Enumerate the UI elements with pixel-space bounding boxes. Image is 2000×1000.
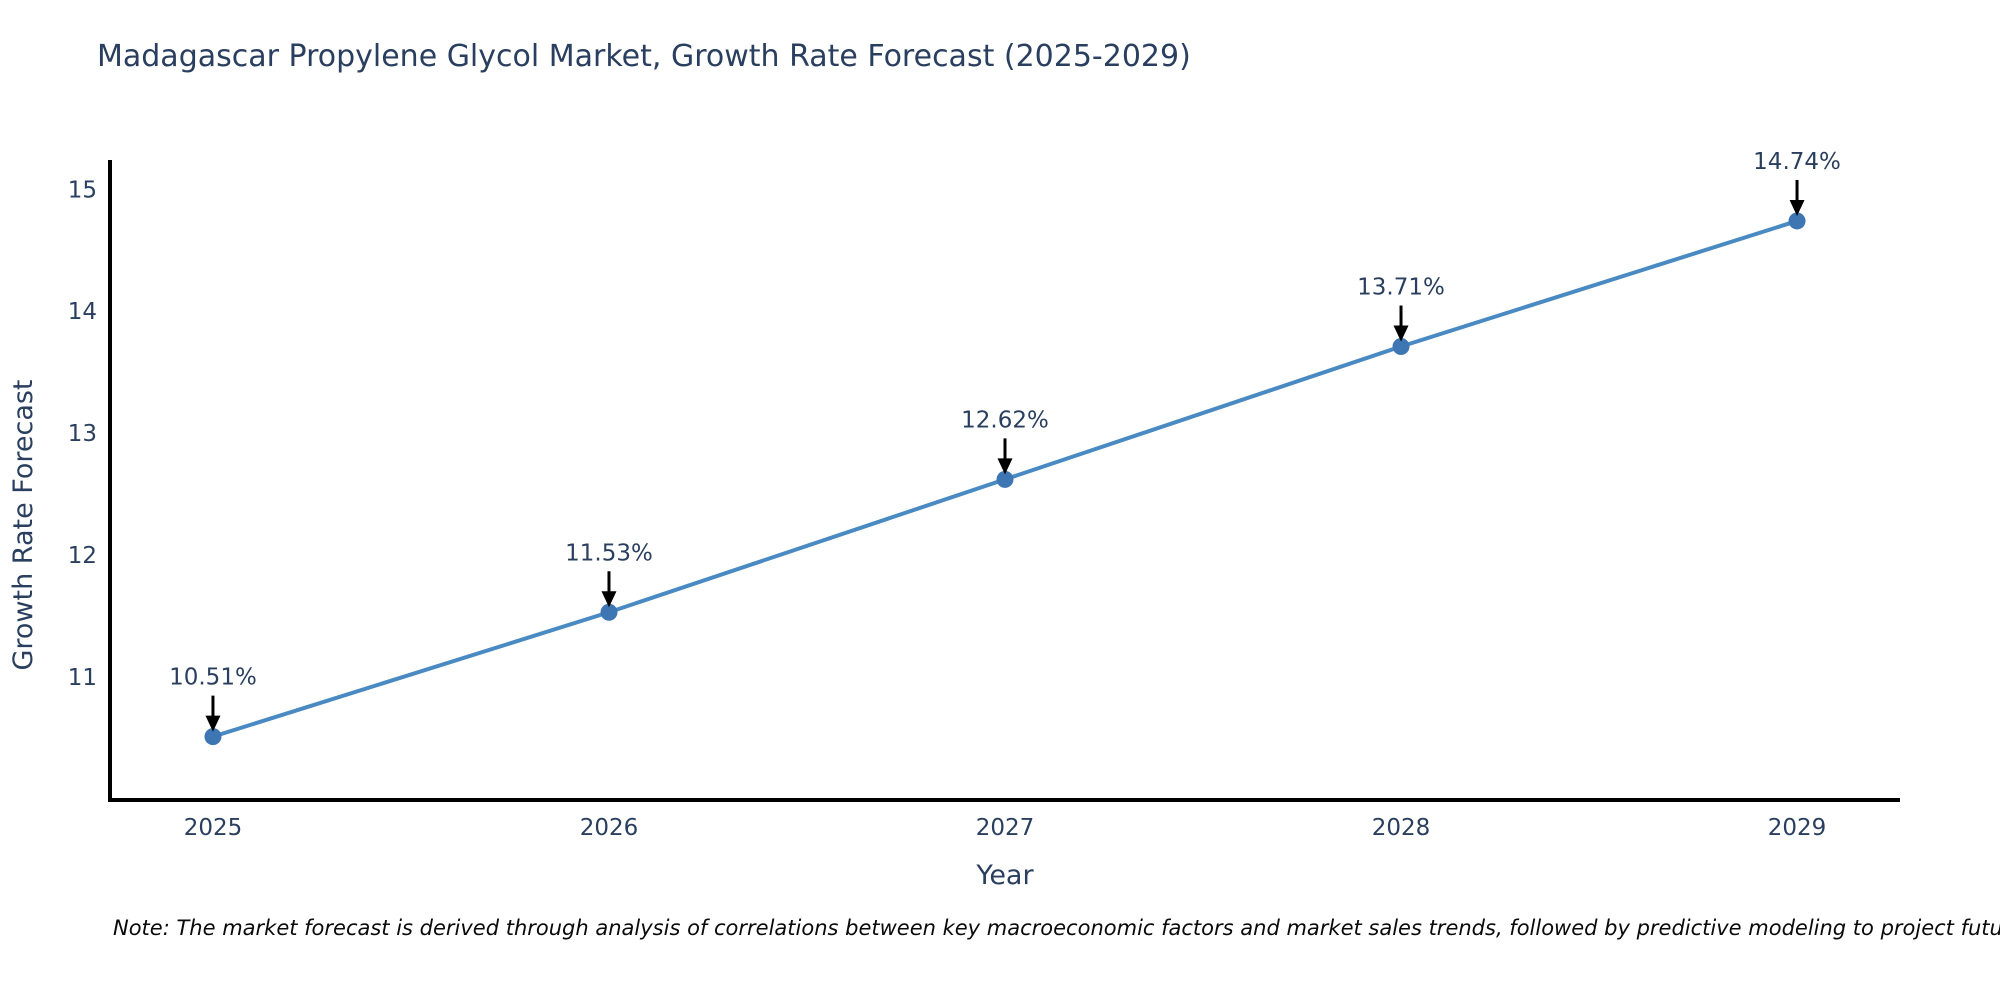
annotation-arrow-head bbox=[1393, 325, 1409, 342]
y-tick-label: 12 bbox=[68, 543, 97, 569]
data-point-label: 14.74% bbox=[1753, 149, 1841, 175]
y-tick-label: 13 bbox=[68, 421, 97, 447]
data-point[interactable] bbox=[600, 603, 618, 621]
axis-lines bbox=[108, 160, 1900, 802]
x-tick-label: 2028 bbox=[1372, 815, 1431, 841]
data-point-label: 12.62% bbox=[961, 407, 1049, 433]
annotation-arrow-head bbox=[1789, 199, 1805, 216]
annotation-arrow-head bbox=[205, 715, 221, 732]
annotation-arrow-head bbox=[997, 458, 1013, 475]
chart-title: Madagascar Propylene Glycol Market, Grow… bbox=[97, 39, 1191, 74]
y-tick-label: 15 bbox=[68, 177, 97, 203]
x-tick-label: 2029 bbox=[1768, 815, 1827, 841]
chart-footnote: Note: The market forecast is derived thr… bbox=[113, 916, 2000, 940]
data-point-label: 11.53% bbox=[565, 540, 653, 566]
x-tick-label: 2027 bbox=[976, 815, 1035, 841]
annotation-arrow-head bbox=[601, 591, 617, 608]
x-tick-label: 2025 bbox=[184, 815, 243, 841]
x-axis-title: Year bbox=[975, 860, 1034, 891]
y-tick-label: 11 bbox=[68, 665, 97, 691]
data-point[interactable] bbox=[996, 470, 1014, 488]
data-point[interactable] bbox=[1392, 338, 1410, 356]
y-tick-label: 14 bbox=[68, 299, 97, 325]
data-point-label: 10.51% bbox=[169, 665, 257, 691]
data-point[interactable] bbox=[1788, 212, 1806, 230]
data-point[interactable] bbox=[204, 728, 222, 746]
data-point-label: 13.71% bbox=[1357, 275, 1445, 301]
y-axis-title: Growth Rate Forecast bbox=[8, 379, 39, 670]
x-tick-label: 2026 bbox=[580, 815, 639, 841]
